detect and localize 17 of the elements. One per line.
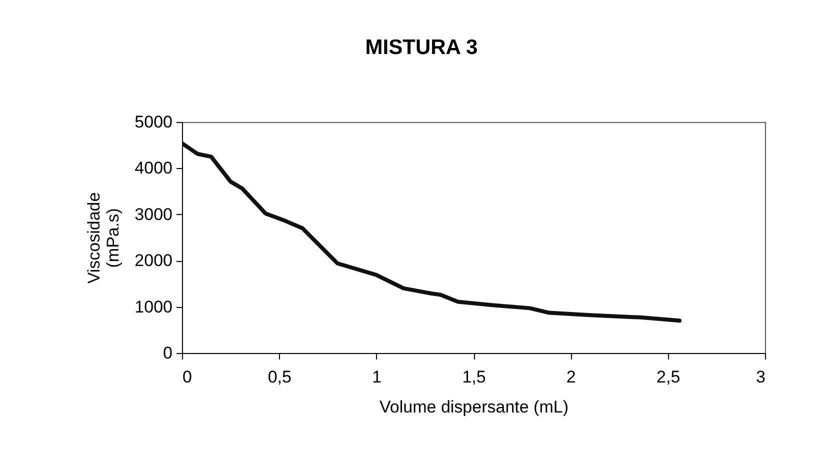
line-series [182, 141, 682, 323]
x-tick-label: 3 [756, 368, 766, 386]
y-tick-label: 4000 [134, 158, 172, 178]
x-tick-label: 1 [372, 368, 382, 386]
x-tick-label: 2 [566, 368, 576, 386]
y-tick-label: 5000 [134, 112, 172, 132]
x-tick-label: 2,5 [656, 368, 680, 386]
y-tick-label: 1000 [134, 297, 172, 316]
x-tick-label: 0,5 [268, 368, 292, 386]
y-tick-label: 0 [163, 344, 172, 362]
x-axis-title: Volume dispersante (mL) [380, 398, 568, 416]
y-tick-label: 2000 [134, 251, 172, 270]
x-tick-label: 1,5 [462, 368, 486, 386]
y-axis-title: Viscosidade (mPa.s) [84, 192, 123, 284]
x-tick-label: 0 [182, 368, 192, 386]
y-tick-label: 3000 [134, 204, 172, 224]
chart-title: MISTURA 3 [365, 36, 478, 59]
